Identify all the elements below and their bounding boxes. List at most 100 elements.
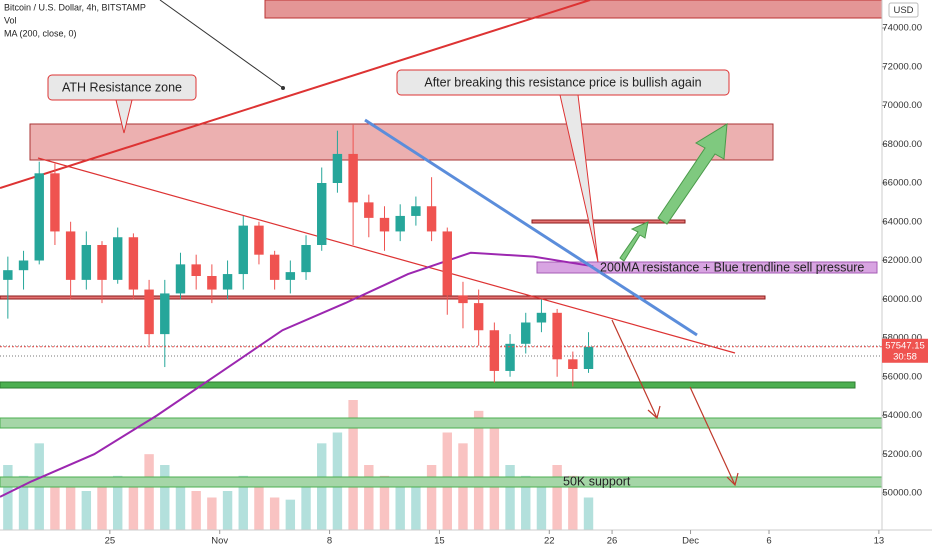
arrow-up (619, 221, 649, 262)
volume-bar (364, 465, 374, 530)
volume-bar (583, 497, 594, 530)
arrow-head (726, 472, 739, 487)
pointer-line (159, 0, 284, 89)
candle-body (50, 173, 60, 232)
candle-body (128, 237, 139, 290)
x-tick-label: Nov (211, 536, 228, 547)
candle-body (238, 225, 248, 275)
volume-bar (473, 410, 484, 530)
countdown-label: 30:58 (893, 351, 917, 362)
x-tick-label: 8 (327, 536, 332, 547)
x-tick-label: 13 (874, 536, 885, 547)
arrow-down (611, 319, 658, 419)
volume-bar (207, 497, 217, 530)
callout-text: ATH Resistance zone (62, 80, 182, 94)
volume-bar (175, 486, 186, 530)
volume-bar (112, 475, 123, 530)
support-line (0, 381, 856, 389)
candle-body (379, 217, 390, 232)
tick-layer: 50000.00 52000.00 54000.00 56000.00 58000.00… (0, 23, 928, 547)
indicator-label: Vol (4, 15, 17, 25)
candle-body (301, 244, 311, 273)
y-tick-label: 58000.00 (882, 333, 922, 344)
candle-body (505, 343, 515, 371)
candle-body (144, 289, 154, 335)
ma-zone (536, 261, 878, 274)
volume-bar (301, 486, 311, 530)
candle-body (568, 359, 578, 369)
annotation-text: 200MA resistance + Blue trendline sell p… (600, 260, 864, 274)
symbol-title: Bitcoin / U.S. Dollar, 4h, BITSTAMP (4, 2, 146, 12)
candle-body (411, 206, 421, 216)
volume-bar (568, 475, 578, 530)
x-tick-label: Dec (682, 536, 699, 547)
volume-bar (348, 400, 358, 530)
volume-bar (222, 491, 233, 530)
candle-body (536, 312, 547, 323)
annotation-text: 50K support (563, 474, 631, 488)
candle-body (65, 231, 76, 280)
y-tick-label: 72000.00 (882, 61, 922, 72)
candle-body (207, 275, 217, 290)
volume-bar (269, 497, 280, 530)
y-tick-label: 64000.00 (882, 216, 922, 227)
callout (47, 74, 197, 101)
resistance-zone-top (264, 0, 883, 19)
candle-body (175, 264, 186, 294)
candle-body (458, 295, 468, 304)
y-tick-label: 70000.00 (882, 100, 922, 111)
volume-bar (97, 482, 107, 530)
volume-bar (489, 421, 500, 530)
candle-body (34, 173, 44, 261)
candle-body (285, 272, 296, 280)
y-tick-label: 74000.00 (882, 23, 922, 34)
candle-body (364, 202, 374, 218)
blue-trendline (364, 118, 698, 337)
candle-body (332, 153, 343, 183)
candle-body (473, 303, 484, 331)
volume-bar (128, 486, 139, 530)
candle-body (160, 293, 170, 335)
indicator-label: MA (200, close, 0) (4, 28, 77, 38)
volume-bar (238, 475, 248, 530)
candle-body (191, 264, 201, 276)
volume-bar (144, 454, 154, 530)
volume-bar (536, 482, 547, 530)
volume-bar (395, 482, 405, 530)
candle-body (552, 312, 562, 360)
candle-body (112, 237, 123, 280)
candle-body (254, 225, 264, 255)
x-tick-label: 26 (607, 536, 618, 547)
volume-bar (285, 499, 296, 530)
candle-body (489, 330, 500, 371)
volume-bar (505, 465, 515, 530)
volume-bar (552, 465, 562, 530)
arrow-head (647, 405, 661, 420)
support-zone (0, 417, 883, 429)
x-tick-label: 6 (766, 536, 771, 547)
volume-bar (50, 482, 60, 530)
volume-bar (426, 465, 437, 530)
y-tick-label: 54000.00 (882, 410, 922, 421)
y-tick-label: 52000.00 (882, 449, 922, 460)
x-tick-label: 25 (105, 536, 116, 547)
horizontal-level (0, 295, 766, 300)
candle-body (222, 274, 233, 290)
price-axis (882, 0, 932, 550)
y-tick-label: 62000.00 (882, 255, 922, 266)
ma-layer (0, 251, 594, 498)
candle-body (521, 322, 531, 344)
last-price-label: 57547.15 (885, 340, 925, 351)
currency-box (888, 2, 919, 18)
volume-bar (160, 465, 170, 530)
trendline (0, 0, 591, 189)
volume-bar (411, 486, 421, 530)
candle-layer (3, 124, 594, 387)
y-tick-label: 68000.00 (882, 139, 922, 150)
volume-bar (3, 465, 13, 530)
y-tick-label: 50000.00 (882, 488, 922, 499)
candle-body (97, 244, 107, 280)
candle-body (3, 270, 13, 280)
